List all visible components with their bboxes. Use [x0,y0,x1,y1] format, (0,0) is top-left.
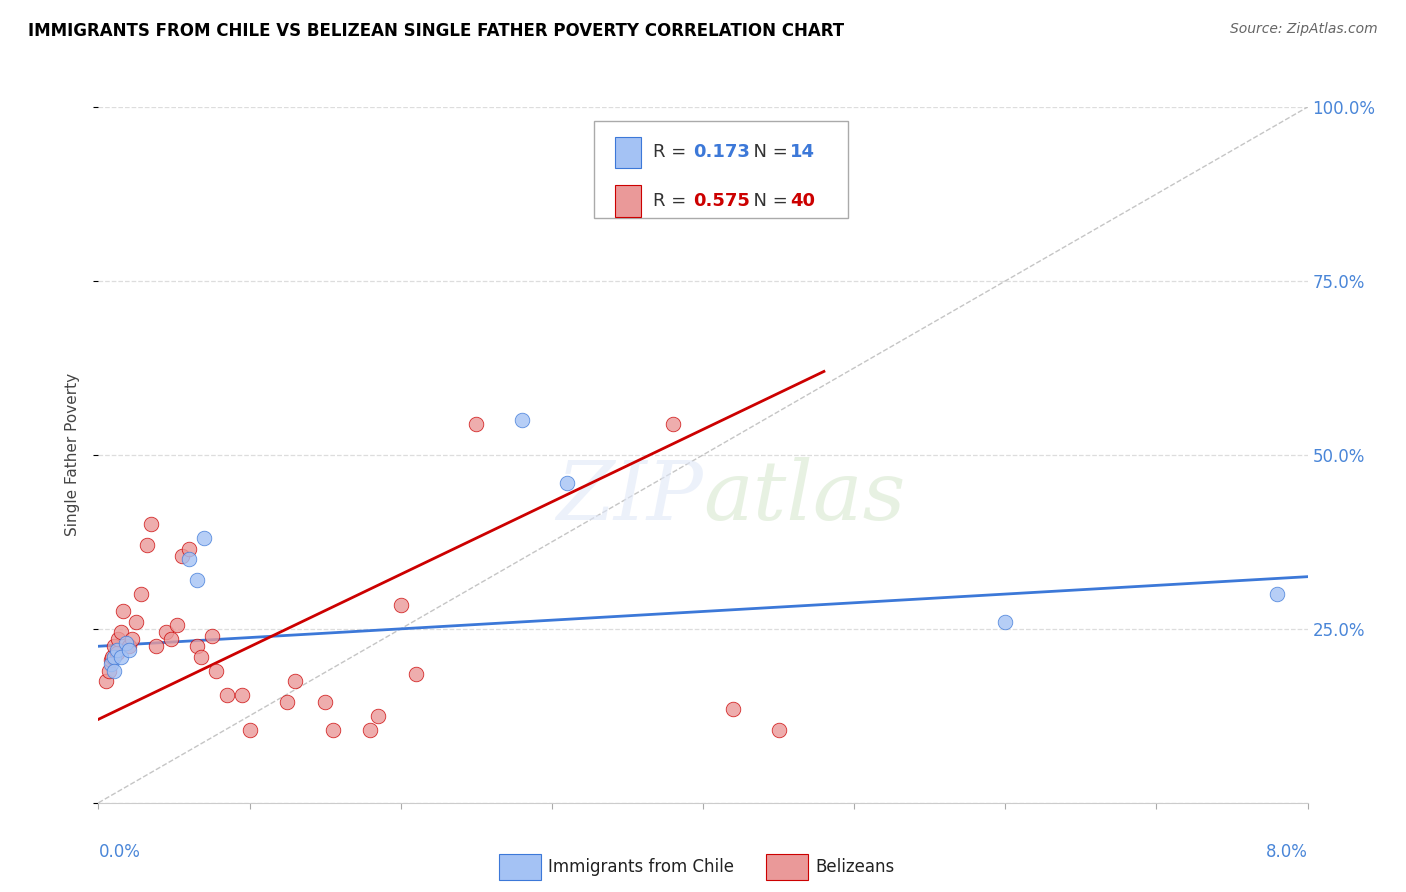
Point [231,688,253,702]
Point [98,664,121,678]
Point [389,598,412,612]
Point [179,541,201,556]
Point [155,625,177,640]
Point [284,674,307,689]
Point [121,632,143,647]
Point [1267,587,1289,601]
Point [103,649,125,664]
Point [555,475,578,490]
Point [201,629,224,643]
Text: N =: N = [742,144,793,161]
Point [145,639,167,653]
Point [186,573,208,587]
Text: 8.0%: 8.0% [1265,843,1308,861]
Text: atlas: atlas [703,457,905,537]
Point [360,723,382,737]
Point [101,649,124,664]
Text: 0.173: 0.173 [693,144,751,161]
Point [239,723,262,737]
Point [125,615,148,629]
Point [105,646,128,660]
Point [105,642,128,657]
Point [110,649,132,664]
Point [276,695,298,709]
Point [118,639,141,653]
Text: R =: R = [654,144,692,161]
Point [723,702,745,716]
Point [118,642,141,657]
Text: Belizeans: Belizeans [815,858,894,876]
Point [193,532,215,546]
Point [160,632,183,647]
Bar [614,186,641,217]
Bar [614,136,641,168]
FancyBboxPatch shape [595,121,848,219]
Text: R =: R = [654,192,692,210]
Point [768,723,790,737]
Point [367,708,389,723]
Point [190,649,212,664]
Point [205,664,228,678]
Text: IMMIGRANTS FROM CHILE VS BELIZEAN SINGLE FATHER POVERTY CORRELATION CHART: IMMIGRANTS FROM CHILE VS BELIZEAN SINGLE… [28,22,844,40]
Text: 0.0%: 0.0% [98,843,141,861]
Point [465,417,488,431]
Point [94,674,117,689]
Text: 14: 14 [790,144,815,161]
Point [135,538,157,552]
Point [215,688,238,702]
Point [103,664,125,678]
Point [100,657,122,671]
Text: Immigrants from Chile: Immigrants from Chile [548,858,734,876]
Point [186,639,208,653]
Text: 40: 40 [790,192,815,210]
Text: Source: ZipAtlas.com: Source: ZipAtlas.com [1230,22,1378,37]
Point [100,653,122,667]
Point [662,417,685,431]
Point [179,552,201,566]
Point [129,587,152,601]
Point [166,618,188,632]
Point [111,605,134,619]
Text: N =: N = [742,192,793,210]
Point [994,615,1017,629]
Y-axis label: Single Father Poverty: Single Father Poverty [65,374,80,536]
Point [141,517,163,532]
Point [314,695,336,709]
Point [103,639,125,653]
Point [110,625,132,640]
Text: 0.575: 0.575 [693,192,751,210]
Point [322,723,344,737]
Point [170,549,193,563]
Point [510,413,533,427]
Point [405,667,427,681]
Point [114,636,136,650]
Text: ZIP: ZIP [557,457,703,537]
Point [107,632,129,647]
